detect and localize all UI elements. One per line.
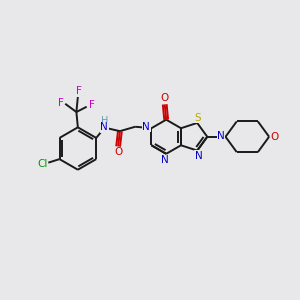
Text: N: N xyxy=(195,151,203,161)
Text: N: N xyxy=(161,155,169,165)
Text: Cl: Cl xyxy=(37,158,48,169)
Text: N: N xyxy=(100,122,108,132)
Text: O: O xyxy=(114,147,122,158)
Text: N: N xyxy=(217,131,225,141)
Text: O: O xyxy=(270,132,278,142)
Text: N: N xyxy=(142,122,150,132)
Text: H: H xyxy=(100,116,108,126)
Text: F: F xyxy=(58,98,64,108)
Text: O: O xyxy=(160,94,169,103)
Text: F: F xyxy=(89,100,94,110)
Text: F: F xyxy=(76,86,81,96)
Text: S: S xyxy=(194,112,200,123)
